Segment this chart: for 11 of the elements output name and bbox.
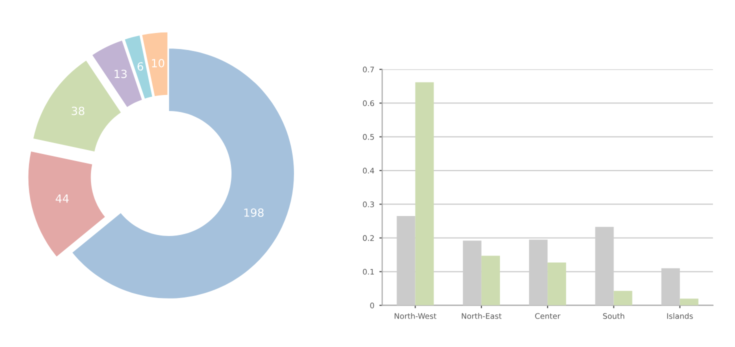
bar: [680, 298, 698, 306]
bar: [548, 262, 566, 306]
data-label: 38: [72, 106, 84, 116]
data-label: 10: [152, 58, 164, 68]
data-label: 44: [56, 194, 69, 203]
data-label: 13: [114, 70, 127, 78]
data-label: 198: [244, 208, 264, 217]
bar: [614, 290, 632, 306]
data-label: 6: [138, 62, 144, 71]
bar: [481, 256, 500, 306]
bar: [415, 82, 434, 306]
